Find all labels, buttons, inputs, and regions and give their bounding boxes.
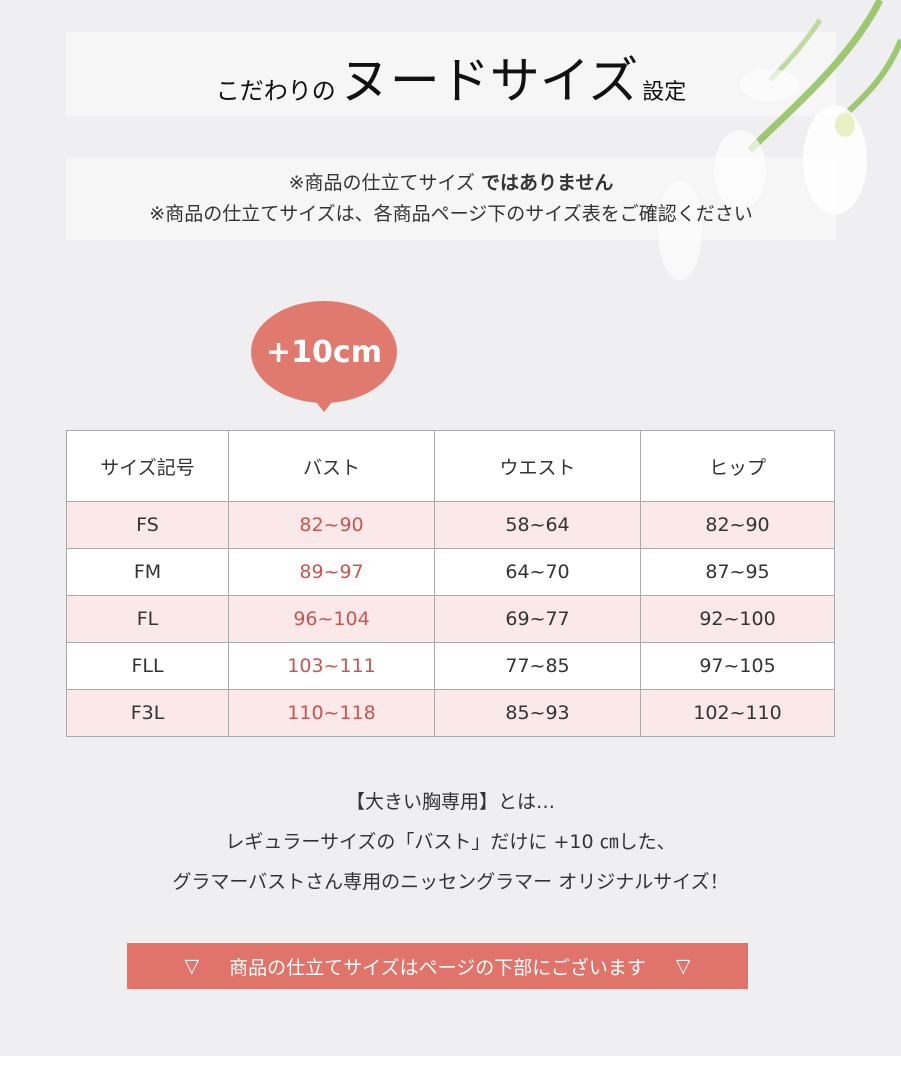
notes: ※商品の仕立てサイズ ではありません ※商品の仕立てサイズは、各商品ページ下のサ… [66, 158, 836, 240]
header-size: サイズ記号 [66, 430, 229, 502]
cell-bust: 103~111 [228, 642, 435, 690]
down-triangle-icon: ▽ [184, 955, 200, 977]
table-header-row: サイズ記号 バスト ウエスト ヒップ [66, 430, 835, 502]
cell-waist: 64~70 [434, 548, 641, 596]
table-row: FS 82~90 58~64 82~90 [66, 501, 835, 549]
down-triangle-icon: ▽ [675, 955, 691, 977]
table-row: FLL 103~111 77~85 97~105 [66, 642, 835, 690]
cell-bust: 110~118 [228, 689, 435, 737]
scroll-to-size-button[interactable]: ▽ 商品の仕立てサイズはページの下部にございます ▽ [127, 943, 748, 989]
description-line: グラマーバストさん専用のニッセングラマー オリジナルサイズ！ [172, 871, 729, 893]
cell-bust: 96~104 [228, 595, 435, 643]
table-row: FM 89~97 64~70 87~95 [66, 548, 835, 596]
cell-waist: 77~85 [434, 642, 641, 690]
cell-hip: 97~105 [640, 642, 835, 690]
description-line: 【大きい胸専用】とは… [345, 791, 555, 813]
cell-waist: 85~93 [434, 689, 641, 737]
cell-bust: 89~97 [228, 548, 435, 596]
cell-size: FL [66, 595, 229, 643]
table-row: F3L 110~118 85~93 102~110 [66, 689, 835, 737]
cell-hip: 102~110 [640, 689, 835, 737]
plus-10cm-badge: +10cm [251, 301, 397, 412]
header-hip: ヒップ [640, 430, 835, 502]
cell-waist: 58~64 [434, 501, 641, 549]
button-label: 商品の仕立てサイズはページの下部にございます [229, 956, 646, 979]
page-title: こだわりの ヌードサイズ 設定 [66, 32, 836, 116]
cell-bust: 82~90 [228, 501, 435, 549]
description: 【大きい胸専用】とは… レギュラーサイズの「バスト」だけに +10 ㎝した、 グ… [0, 782, 901, 902]
note-bold: ではありません [480, 172, 614, 194]
title-band [66, 32, 836, 116]
cell-waist: 69~77 [434, 595, 641, 643]
description-line: レギュラーサイズの「バスト」だけに +10 ㎝した、 [225, 831, 676, 853]
cell-size: FM [66, 548, 229, 596]
size-table: サイズ記号 バスト ウエスト ヒップ FS 82~90 58~64 82~90 FM 8… [66, 430, 835, 737]
title-suffix: 設定 [642, 80, 687, 105]
header-waist: ウエスト [434, 430, 641, 502]
cell-hip: 82~90 [640, 501, 835, 549]
header-bust: バスト [228, 430, 435, 502]
note-line-2: ※商品の仕立てサイズは、各商品ページ下のサイズ表をご確認ください [149, 203, 753, 225]
title-prefix: こだわりの [215, 77, 336, 105]
cell-size: F3L [66, 689, 229, 737]
lily-flower-decoration [658, 0, 901, 280]
table-row: FL 96~104 69~77 92~100 [66, 595, 835, 643]
note-regular: ※商品の仕立てサイズ [288, 172, 481, 194]
page-background: こだわりの ヌードサイズ 設定 ※商品の仕立てサイズ ではありません ※商品の仕… [0, 0, 901, 1056]
cell-hip: 87~95 [640, 548, 835, 596]
notes-band [66, 158, 836, 240]
cell-size: FS [66, 501, 229, 549]
title-main: ヌードサイズ [339, 52, 639, 110]
note-line-1: ※商品の仕立てサイズ ではありません [66, 168, 836, 199]
cell-size: FLL [66, 642, 229, 690]
cell-hip: 92~100 [640, 595, 835, 643]
